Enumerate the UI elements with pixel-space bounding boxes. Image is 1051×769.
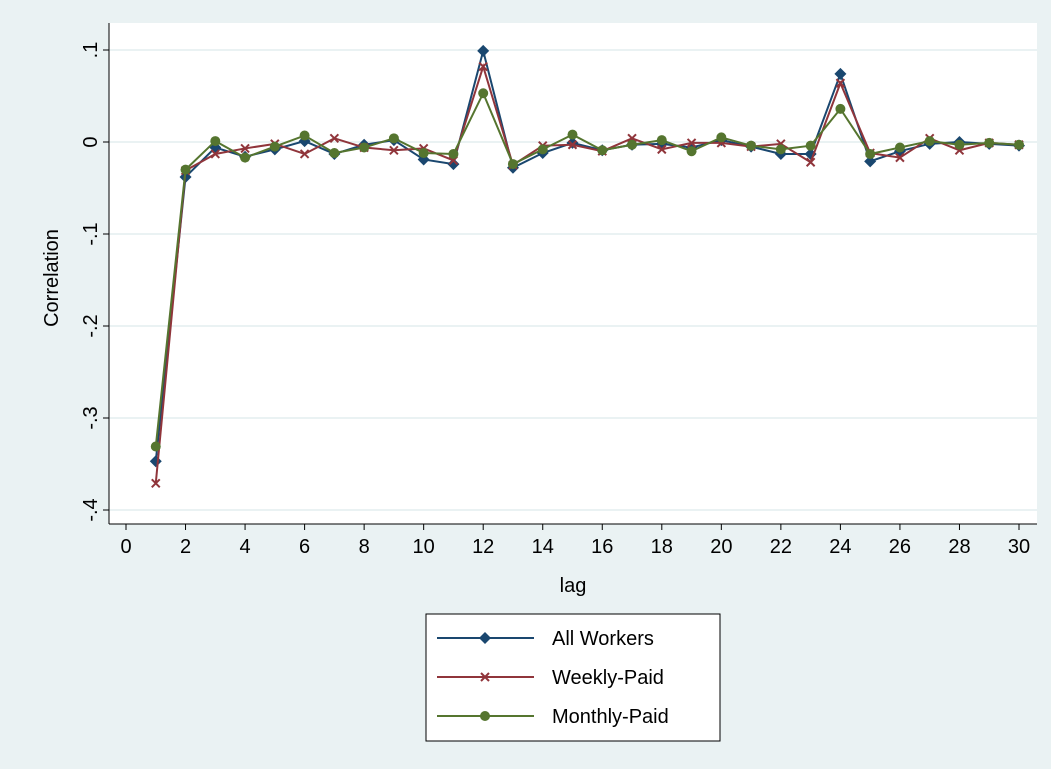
x-tick-label: 8 (359, 536, 370, 558)
data-point-circle (299, 130, 310, 141)
data-point-circle (210, 136, 221, 147)
series-group (149, 44, 1025, 489)
data-point-diamond (834, 67, 847, 80)
data-point-circle (150, 441, 161, 452)
legend-label: All Workers (552, 628, 654, 650)
data-point-circle (924, 136, 935, 147)
legend: All Workers Weekly-Paid Monthly-Paid (425, 613, 721, 742)
data-point-diamond (477, 44, 490, 57)
data-point-circle (478, 88, 489, 99)
series-line (154, 46, 1020, 462)
y-axis-title: Correlation (41, 229, 63, 327)
data-point-x (686, 138, 697, 148)
series-line (154, 90, 1020, 447)
data-point-circle (984, 137, 995, 148)
data-point-x (210, 149, 221, 159)
x-tick-label: 24 (829, 536, 851, 558)
x-tick-label: 16 (591, 536, 613, 558)
plot-area (109, 23, 1037, 524)
y-axis-ticks: -.4 -.3 -.2 -.1 0 .1 (80, 42, 109, 522)
y-tick-label: 0 (80, 136, 102, 147)
data-point-x (480, 672, 490, 682)
x-tick-label: 18 (651, 536, 673, 558)
data-point-circle (627, 139, 638, 150)
data-point-diamond (447, 158, 460, 171)
data-point-x (151, 478, 161, 489)
y-tick-label: .1 (80, 42, 102, 59)
legend-label: Monthly-Paid (552, 706, 669, 728)
data-point-x (478, 61, 488, 72)
data-point-diamond (864, 155, 877, 168)
x-tick-label: 2 (180, 536, 191, 558)
data-point-circle (480, 711, 490, 721)
data-point-circle (954, 139, 965, 150)
data-point-x (299, 149, 310, 159)
x-tick-label: 26 (889, 536, 911, 558)
legend-label: Weekly-Paid (552, 667, 664, 689)
data-point-circle (686, 146, 697, 157)
data-point-circle (894, 142, 905, 153)
x-tick-label: 22 (770, 536, 792, 558)
data-point-circle (567, 129, 578, 140)
data-point-circle (746, 140, 757, 151)
x-tick-label: 20 (710, 536, 732, 558)
data-point-circle (716, 132, 727, 143)
data-point-circle (656, 135, 667, 146)
data-point-x (895, 152, 905, 163)
data-point-x (329, 133, 340, 144)
data-point-circle (507, 159, 518, 170)
data-point-circle (865, 148, 876, 159)
data-point-circle (448, 148, 459, 159)
data-point-x (389, 145, 399, 155)
data-point-x (805, 157, 816, 167)
data-point-circle (775, 144, 786, 155)
y-tick-label: -.2 (80, 314, 102, 337)
data-point-circle (359, 142, 370, 153)
x-axis-title: lag (560, 575, 587, 597)
data-point-circle (240, 152, 251, 163)
data-point-circle (835, 103, 846, 114)
data-point-x (240, 143, 250, 154)
data-point-circle (597, 145, 608, 156)
y-tick-label: -.1 (80, 222, 102, 245)
data-point-x (835, 78, 846, 88)
x-tick-label: 14 (532, 536, 554, 558)
data-point-x (657, 144, 667, 155)
x-tick-label: 12 (472, 536, 494, 558)
x-tick-label: 0 (120, 536, 131, 558)
data-point-circle (805, 140, 816, 151)
data-point-circle (537, 144, 548, 155)
y-tick-label: -.3 (80, 406, 102, 429)
x-tick-label: 10 (413, 536, 435, 558)
data-point-circle (388, 133, 399, 144)
data-point-circle (180, 164, 191, 175)
data-point-circle (329, 148, 340, 159)
legend-item: All Workers (437, 628, 654, 650)
x-tick-label: 28 (948, 536, 970, 558)
legend-item: Monthly-Paid (437, 706, 669, 728)
legend-item: Weekly-Paid (437, 667, 664, 689)
x-axis-ticks: 0 2 4 6 8 10 12 14 16 18 20 22 24 26 28 30 (120, 524, 1030, 558)
data-point-circle (269, 141, 280, 152)
series-monthly-paid (150, 88, 1024, 452)
data-point-x (567, 140, 578, 150)
data-point-circle (418, 148, 429, 159)
x-tick-label: 6 (299, 536, 310, 558)
data-point-circle (1014, 139, 1024, 150)
y-tick-label: -.4 (80, 498, 102, 521)
x-tick-label: 4 (240, 536, 251, 558)
data-point-diamond (479, 632, 491, 644)
x-tick-label: 30 (1008, 536, 1030, 558)
